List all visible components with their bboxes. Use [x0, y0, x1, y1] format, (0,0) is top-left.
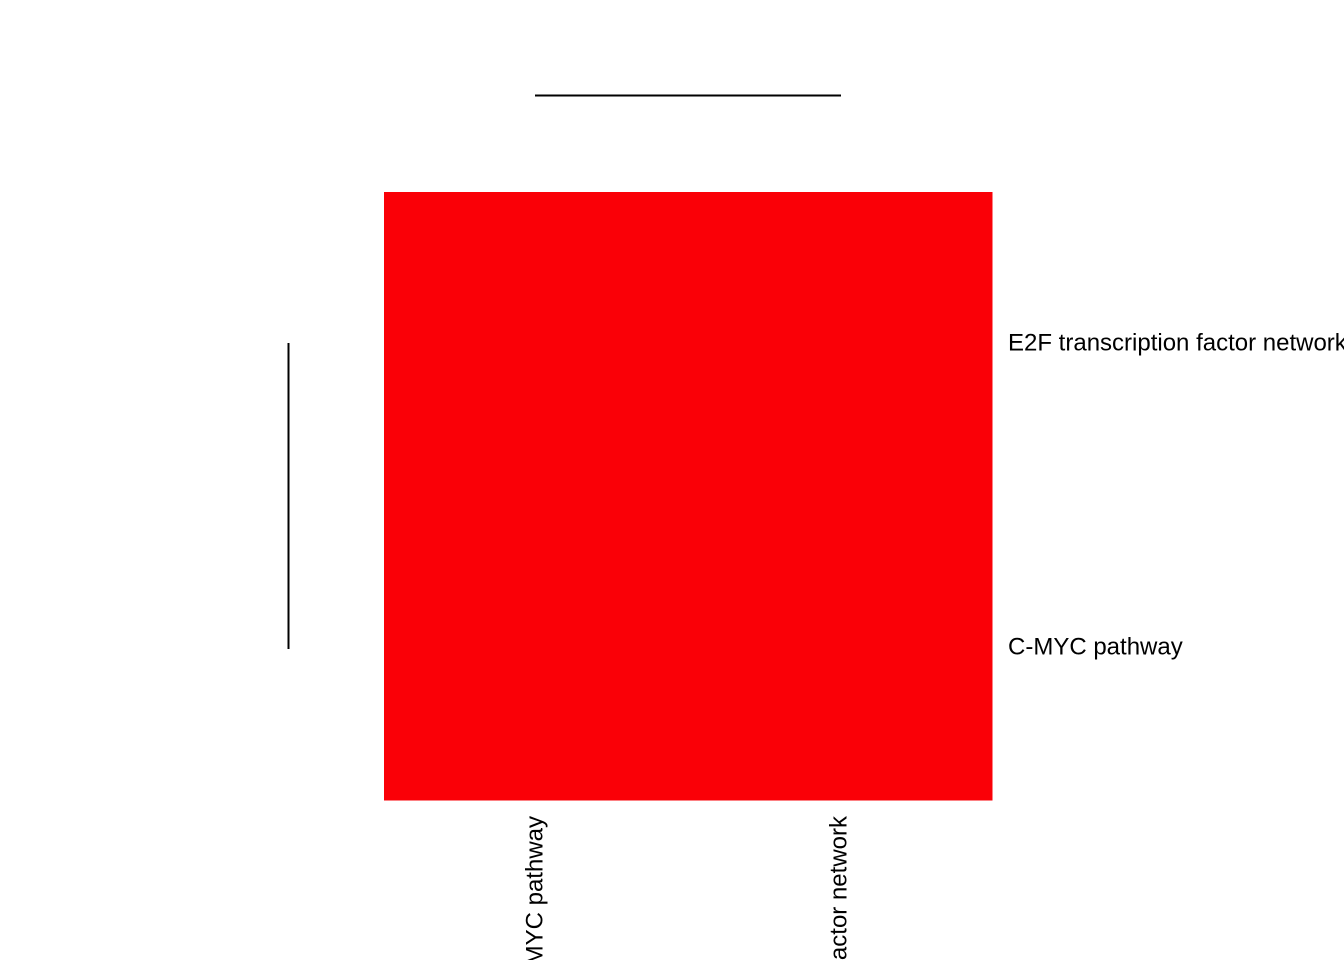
heatmap-cell	[688, 192, 993, 497]
heatmap-cell	[384, 192, 689, 497]
column-label: C-MYC pathway	[521, 816, 548, 960]
row-label: E2F transcription factor network	[1008, 329, 1344, 356]
heatmap-cell	[384, 496, 689, 801]
heatmap-cell	[688, 496, 993, 801]
row-label: C-MYC pathway	[1008, 633, 1183, 660]
column-label: E2F transcription factor network	[825, 815, 852, 960]
